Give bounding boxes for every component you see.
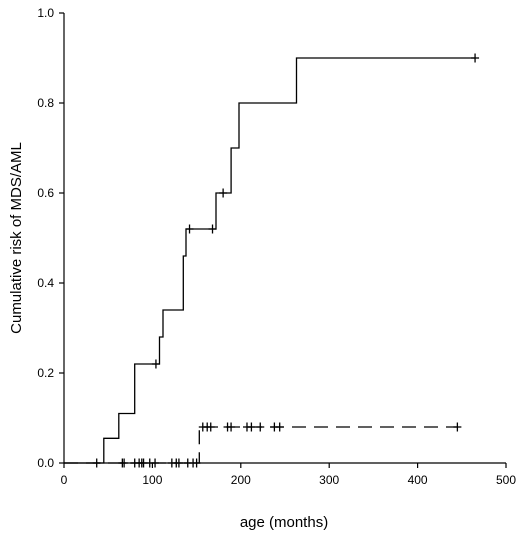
series-2-line (64, 426, 458, 464)
x-tick-label: 100 (142, 473, 162, 487)
y-tick-label: 0.4 (37, 276, 54, 290)
series-1-line (64, 57, 476, 464)
y-tick-label: 0.8 (37, 96, 54, 110)
y-ticks: 0.0 0.2 0.4 0.6 0.8 1.0 (37, 6, 64, 470)
x-axis-title: age (months) (240, 514, 328, 531)
x-tick-label: 500 (496, 473, 516, 487)
series-layer (64, 53, 480, 468)
x-tick-label: 300 (319, 473, 339, 487)
x-ticks: 0 100 200 300 400 500 (61, 463, 516, 487)
plot-area: 0.0 0.2 0.4 0.6 0.8 1.0 0 100 200 300 400 500 (37, 6, 516, 487)
y-tick-label: 0.0 (37, 456, 54, 470)
y-axis-title: Cumulative risk of MDS/AML (8, 142, 25, 334)
x-tick-label: 400 (408, 473, 428, 487)
y-tick-label: 0.2 (37, 366, 54, 380)
y-tick-label: 0.6 (37, 186, 54, 200)
x-tick-label: 0 (61, 473, 68, 487)
y-tick-label: 1.0 (37, 6, 54, 20)
x-tick-label: 200 (231, 473, 251, 487)
